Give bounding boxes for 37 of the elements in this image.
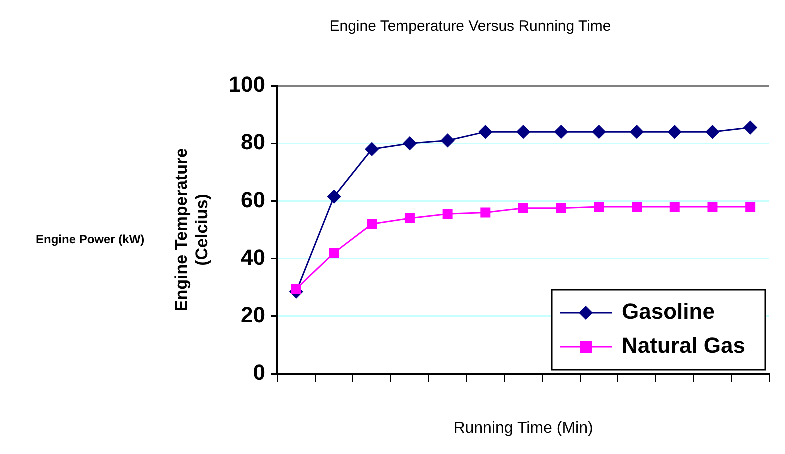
point [592, 125, 606, 139]
y-tick-label: 0 [253, 360, 266, 386]
point [291, 284, 302, 294]
point [746, 202, 756, 212]
legend-label: Natural Gas [622, 333, 746, 358]
point [706, 125, 720, 139]
point [442, 209, 453, 220]
point [630, 125, 644, 139]
point [632, 202, 642, 212]
point [328, 190, 342, 204]
point [478, 125, 492, 139]
point [668, 125, 682, 139]
point [403, 136, 417, 150]
x-axis-title: Running Time (Min) [454, 420, 594, 437]
point [441, 134, 455, 148]
point [594, 202, 604, 212]
point [670, 202, 680, 212]
point [367, 219, 378, 230]
y-tick-label: 20 [241, 302, 266, 328]
point [744, 121, 758, 135]
point [365, 142, 379, 156]
point [518, 203, 528, 214]
point [404, 213, 415, 224]
point [708, 202, 718, 212]
point [554, 125, 568, 139]
text: Engine Power (kW) [36, 232, 145, 246]
y-tick-label: 60 [241, 187, 266, 212]
point [480, 208, 491, 218]
point [556, 203, 566, 214]
chart-title: Engine Temperature Versus Running Time [330, 18, 612, 36]
y-tick-label: 80 [241, 130, 266, 155]
point [516, 125, 530, 139]
y-axis-title: Engine Temperature (Celcius) [172, 148, 212, 312]
y-tick-label: 40 [241, 244, 266, 270]
point [329, 248, 340, 258]
y-tick-label: 100 [228, 72, 266, 98]
legend-label: Gasoline [622, 299, 715, 324]
